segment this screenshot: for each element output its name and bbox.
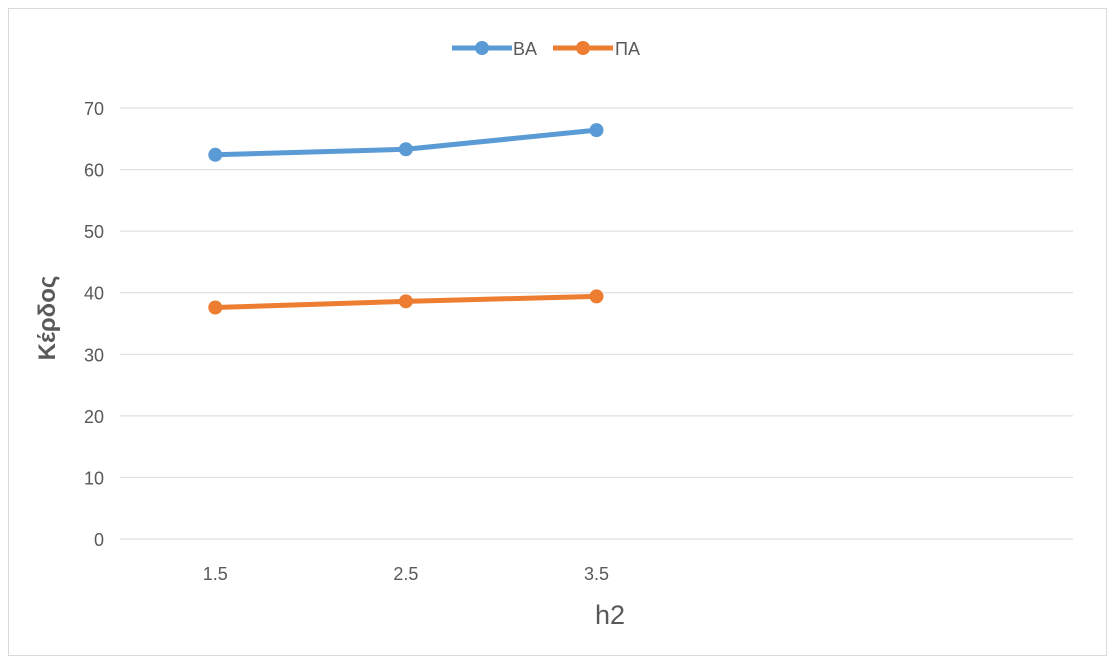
x-axis-label: h2 bbox=[595, 600, 625, 630]
legend-marker bbox=[576, 41, 590, 55]
chart-frame bbox=[8, 8, 1107, 656]
data-point bbox=[398, 142, 413, 157]
y-tick-label: 70 bbox=[84, 99, 104, 119]
y-tick-label: 20 bbox=[84, 407, 104, 427]
data-point bbox=[589, 289, 604, 304]
x-tick-label: 2.5 bbox=[393, 564, 418, 584]
x-tick-labels: 1.5 2.5 3.5 bbox=[203, 564, 609, 584]
series-layer bbox=[208, 123, 604, 315]
legend-label: ΒΑ bbox=[513, 39, 537, 59]
data-point bbox=[208, 147, 223, 162]
legend-marker bbox=[475, 41, 489, 55]
series-0 bbox=[208, 123, 604, 162]
gridlines bbox=[120, 107, 1073, 540]
legend-label: ΠΑ bbox=[615, 39, 640, 59]
data-point bbox=[398, 294, 413, 309]
legend: ΒΑ ΠΑ bbox=[452, 39, 640, 59]
y-axis-label: Κέρδος bbox=[34, 276, 61, 361]
y-tick-labels: 0 10 20 30 40 50 60 70 bbox=[84, 99, 104, 550]
y-tick-label: 0 bbox=[94, 530, 104, 550]
series-1 bbox=[208, 289, 604, 315]
y-tick-label: 30 bbox=[84, 345, 104, 365]
y-tick-label: 40 bbox=[84, 284, 104, 304]
x-tick-label: 3.5 bbox=[584, 564, 609, 584]
y-tick-label: 60 bbox=[84, 161, 104, 181]
data-point bbox=[208, 300, 223, 315]
y-tick-label: 10 bbox=[84, 468, 104, 488]
x-tick-label: 1.5 bbox=[203, 564, 228, 584]
data-point bbox=[589, 123, 604, 138]
y-tick-label: 50 bbox=[84, 222, 104, 242]
legend-item: ΠΑ bbox=[553, 39, 640, 59]
legend-item: ΒΑ bbox=[452, 39, 537, 59]
